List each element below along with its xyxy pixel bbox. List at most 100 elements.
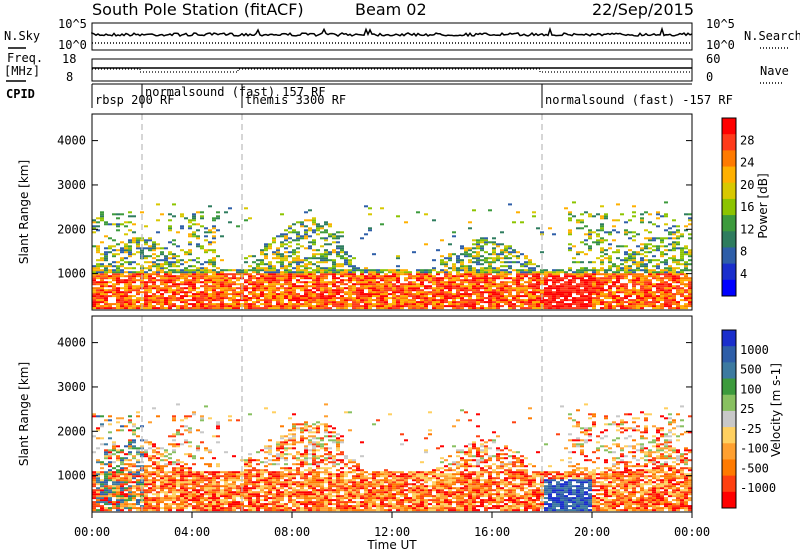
heatmap-cell (208, 241, 212, 244)
heatmap-cell (152, 247, 156, 250)
heatmap-cell (600, 285, 604, 288)
heatmap-cell (568, 247, 572, 250)
heatmap-cell (184, 281, 188, 284)
heatmap-cell (360, 293, 364, 296)
heatmap-cell (688, 279, 692, 282)
heatmap-cell (192, 269, 196, 272)
heatmap-cell (584, 233, 588, 236)
heatmap-cell (176, 445, 180, 448)
heatmap-cell (624, 273, 628, 276)
heatmap-cell (528, 299, 532, 302)
heatmap-cell (180, 443, 184, 446)
heatmap-cell (116, 509, 120, 512)
heatmap-cell (424, 277, 428, 280)
heatmap-cell (192, 233, 196, 236)
heatmap-cell (388, 303, 392, 306)
heatmap-cell (324, 281, 328, 284)
heatmap-cell (104, 223, 108, 226)
heatmap-cell (220, 269, 224, 272)
heatmap-cell (152, 443, 156, 446)
heatmap-cell (360, 299, 364, 302)
heatmap-cell (212, 293, 216, 296)
heatmap-cell (176, 429, 180, 432)
nave-tick-top: 60 (706, 52, 720, 66)
heatmap-cell (480, 247, 484, 250)
heatmap-cell (448, 285, 452, 288)
heatmap-cell (100, 271, 104, 274)
heatmap-cell (468, 275, 472, 278)
heatmap-cell (192, 455, 196, 458)
heatmap-cell (132, 439, 136, 442)
heatmap-cell (136, 465, 140, 468)
heatmap-cell (548, 303, 552, 306)
heatmap-cell (228, 289, 232, 292)
heatmap-cell (256, 493, 260, 496)
heatmap-cell (312, 221, 316, 224)
heatmap-cell (284, 479, 288, 482)
heatmap-cell (332, 265, 336, 268)
heatmap-cell (268, 301, 272, 304)
heatmap-cell (548, 273, 552, 276)
heatmap-cell (216, 493, 220, 496)
heatmap-cell (496, 269, 500, 272)
heatmap-cell (460, 293, 464, 296)
heatmap-cell (568, 231, 572, 234)
heatmap-cell (644, 281, 648, 284)
heatmap-cell (616, 305, 620, 308)
heatmap-cell (192, 223, 196, 226)
heatmap-cell (320, 287, 324, 290)
heatmap-cell (268, 265, 272, 268)
heatmap-cell (244, 303, 248, 306)
heatmap-cell (180, 305, 184, 308)
heatmap-cell (96, 297, 100, 300)
heatmap-cell (128, 477, 132, 480)
heatmap-cell (432, 275, 436, 278)
heatmap-cell (180, 297, 184, 300)
heatmap-cell (264, 297, 268, 300)
heatmap-cell (104, 487, 108, 490)
heatmap-cell (316, 301, 320, 304)
heatmap-cell (624, 293, 628, 296)
heatmap-cell (624, 269, 628, 272)
heatmap-cell (468, 285, 472, 288)
heatmap-cell (112, 213, 116, 216)
heatmap-cell (400, 285, 404, 288)
heatmap-cell (132, 289, 136, 292)
heatmap-cell (188, 505, 192, 508)
heatmap-cell (296, 297, 300, 300)
heatmap-cell (132, 425, 136, 428)
heatmap-cell (324, 307, 328, 310)
heatmap-cell (472, 279, 476, 282)
heatmap-cell (480, 293, 484, 296)
heatmap-cell (104, 267, 108, 270)
heatmap-cell (192, 481, 196, 484)
heatmap-cell (664, 303, 668, 306)
heatmap-cell (236, 475, 240, 478)
heatmap-cell (204, 291, 208, 294)
heatmap-cell (116, 485, 120, 488)
heatmap-cell (376, 283, 380, 286)
heatmap-cell (116, 283, 120, 286)
heatmap-cell (680, 299, 684, 302)
heatmap-cell (580, 269, 584, 272)
heatmap-cell (228, 279, 232, 282)
heatmap-cell (296, 307, 300, 310)
heatmap-cell (336, 263, 340, 266)
heatmap-cell (456, 285, 460, 288)
heatmap-cell (368, 227, 372, 230)
heatmap-cell (476, 261, 480, 264)
heatmap-cell (496, 245, 500, 248)
heatmap-cell (204, 305, 208, 308)
heatmap-cell (488, 267, 492, 270)
heatmap-cell (424, 307, 428, 310)
heatmap-cell (236, 305, 240, 308)
heatmap-cell (100, 265, 104, 268)
heatmap-cell (180, 479, 184, 482)
heatmap-cell (192, 273, 196, 276)
heatmap-cell (228, 495, 232, 498)
heatmap-cell (160, 287, 164, 290)
heatmap-cell (100, 289, 104, 292)
heatmap-cell (96, 289, 100, 292)
colorbar-swatch (722, 134, 736, 151)
heatmap-cell (180, 215, 184, 218)
